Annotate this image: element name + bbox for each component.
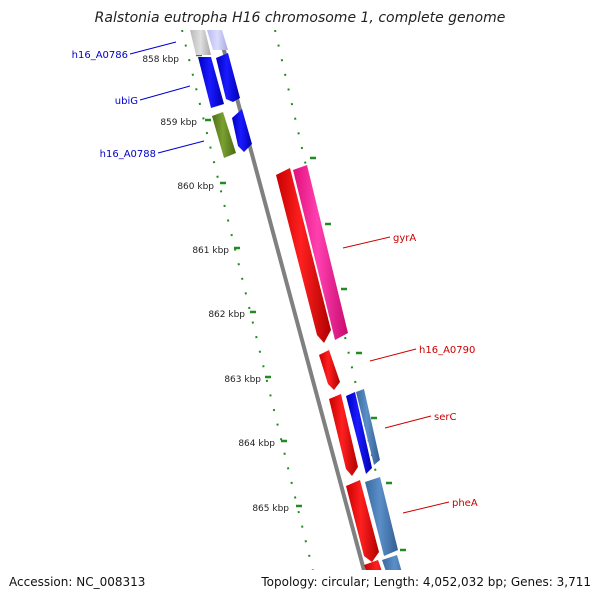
gene-h16-A0786-lav-feature[interactable] <box>207 30 228 50</box>
gene-h16-A0786-feature[interactable] <box>190 30 211 55</box>
tick-label: 859 kbp <box>160 118 197 128</box>
gene-label-h16-A0786: h16_A0786 <box>72 50 128 61</box>
inner-tick-ring <box>181 30 314 570</box>
tick-label: 860 kbp <box>177 182 214 192</box>
gene-pheA-steel-feature[interactable] <box>365 477 398 556</box>
gene-label-gyrA: gyrA <box>393 233 416 244</box>
gene-gyrA-pink-feature[interactable] <box>293 165 348 340</box>
tick-label: 858 kbp <box>142 55 179 65</box>
major-ticks <box>196 53 406 552</box>
gene-next-steel-feature[interactable] <box>382 555 410 600</box>
gene-serC-steel-feature[interactable] <box>356 389 380 465</box>
gene-label-pheA: pheA <box>452 498 478 509</box>
gene-ubiG-feature[interactable] <box>198 57 224 108</box>
tick-label: 862 kbp <box>208 310 245 320</box>
accession-text: Accession: NC_008313 <box>9 575 146 589</box>
gene-next-red-feature[interactable] <box>364 560 392 600</box>
gene-pheA-feature[interactable] <box>346 480 379 562</box>
gene-labels: h16_A0786 ubiG h16_A0788 gyrA h16_A0790 … <box>72 50 478 509</box>
gene-label-ubiG: ubiG <box>115 96 138 107</box>
gene-serC-blue-feature[interactable] <box>346 392 372 474</box>
tick-label: 861 kbp <box>192 246 229 256</box>
tick-label: 864 kbp <box>238 439 275 449</box>
tick-label: 865 kbp <box>252 504 289 514</box>
gene-gyrA-feature[interactable] <box>276 168 331 343</box>
topology-text: Topology: circular; Length: 4,052,032 bp… <box>261 575 591 589</box>
gene-label-h16-A0788: h16_A0788 <box>100 149 156 160</box>
tick-labels: 858 kbp 859 kbp 860 kbp 861 kbp 862 kbp … <box>142 55 289 514</box>
gene-label-serC: serC <box>434 412 456 423</box>
map-title: Ralstonia eutropha H16 chromosome 1, com… <box>94 10 506 26</box>
gene-serC-feature[interactable] <box>329 394 358 476</box>
gene-h16-A0788-arrow-feature[interactable] <box>232 109 252 152</box>
gene-h16-A0788-feature[interactable] <box>212 112 236 158</box>
gene-leaders <box>129 41 450 514</box>
tick-label: 863 kbp <box>224 375 261 385</box>
gene-h16-A0790-feature[interactable] <box>319 350 340 390</box>
gene-ubiG-arrow-feature[interactable] <box>216 53 240 102</box>
gene-label-h16-A0790: h16_A0790 <box>419 345 475 356</box>
